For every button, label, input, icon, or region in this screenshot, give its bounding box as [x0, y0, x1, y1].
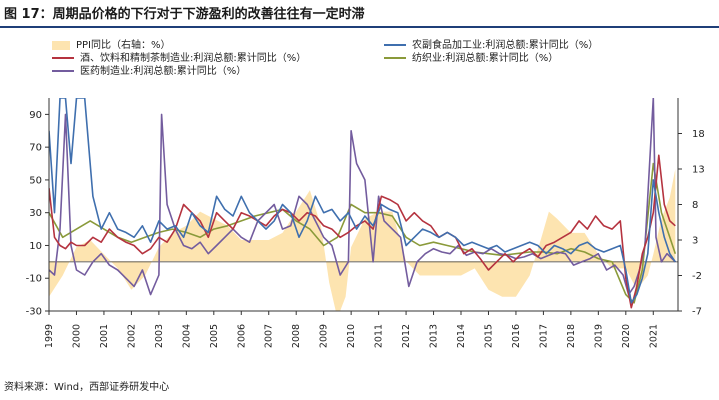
- x-tick-label: 2001: [99, 324, 110, 348]
- left-tick-label: -30: [26, 307, 42, 318]
- series-pharma-line: [49, 98, 676, 296]
- left-tick-label: 30: [29, 208, 42, 219]
- series-food-line: [49, 98, 676, 304]
- x-tick-label: 2011: [374, 324, 385, 348]
- legend-swatch-textile: [384, 57, 406, 59]
- x-tick-label: 2018: [566, 324, 577, 348]
- legend-label-pharma: 医药制造业:利润总额:累计同比（%）: [80, 66, 247, 77]
- x-tick-label: 2017: [538, 324, 549, 348]
- x-tick-label: 2006: [236, 324, 247, 348]
- x-tick-label: 2005: [209, 324, 220, 348]
- right-tick-label: 8: [692, 200, 698, 211]
- x-tick-label: 2021: [648, 324, 659, 348]
- series-ppi-area: [49, 169, 676, 311]
- x-tick-label: 2008: [291, 324, 302, 348]
- x-tick-label: 2010: [346, 324, 357, 348]
- legend-label-food: 农副食品加工业:利润总额:累计同比（%）: [412, 40, 599, 51]
- legend-item-pharma: 医药制造业:利润总额:累计同比（%）: [52, 62, 246, 77]
- x-tick-label: 2016: [511, 324, 522, 348]
- x-tick-label: 1999: [44, 324, 55, 348]
- right-tick-label: -2: [692, 271, 702, 282]
- right-tick-label: -7: [692, 307, 702, 318]
- source-note: 资料来源：Wind，西部证券研发中心: [4, 382, 170, 393]
- right-tick-label: 18: [692, 129, 705, 140]
- x-tick-label: 2009: [319, 324, 330, 348]
- x-tick-label: 2020: [621, 324, 632, 348]
- x-tick-label: 2019: [593, 324, 604, 348]
- legend-label-drink: 酒、饮料和精制茶制造业:利润总额:累计同比（%）: [80, 53, 307, 64]
- legend-item-textile: 纺织业:利润总额:累计同比（%）: [384, 49, 558, 64]
- series-drink-line: [49, 154, 676, 309]
- x-tick-label: 2007: [264, 324, 275, 348]
- right-tick-label: 13: [692, 165, 705, 176]
- legend-item-ppi: PPI同比（右轴：%）: [52, 36, 171, 51]
- x-tick-label: 2004: [181, 324, 192, 348]
- x-tick-label: 2000: [71, 324, 82, 348]
- legend-item-food: 农副食品加工业:利润总额:累计同比（%）: [384, 36, 598, 51]
- x-tick-label: 2012: [401, 324, 412, 348]
- legend-swatch-pharma: [52, 70, 74, 72]
- figure-title: 图 17：周期品价格的下行对于下游盈利的改善往往有一定时滞: [4, 7, 365, 22]
- left-tick-label: 50: [29, 175, 42, 186]
- left-tick-label: 10: [29, 241, 42, 252]
- x-tick-label: 2003: [154, 324, 165, 348]
- x-tick-label: 2014: [456, 324, 467, 348]
- legend-item-drink: 酒、饮料和精制茶制造业:利润总额:累计同比（%）: [52, 49, 306, 64]
- x-tick-label: 2002: [126, 324, 137, 348]
- legend-swatch-drink: [52, 57, 74, 59]
- legend-label-ppi: PPI同比（右轴：%）: [76, 40, 171, 51]
- right-tick-label: 3: [692, 236, 698, 247]
- legend-label-textile: 纺织业:利润总额:累计同比（%）: [412, 53, 559, 64]
- left-tick-label: 90: [29, 110, 42, 121]
- legend-swatch-food: [384, 44, 406, 46]
- x-tick-label: 2015: [483, 324, 494, 348]
- legend-swatch-ppi: [52, 40, 70, 50]
- x-tick-label: 2013: [429, 324, 440, 348]
- title-rule: [0, 26, 719, 28]
- left-tick-label: -10: [26, 274, 42, 285]
- left-tick-label: 70: [29, 143, 42, 154]
